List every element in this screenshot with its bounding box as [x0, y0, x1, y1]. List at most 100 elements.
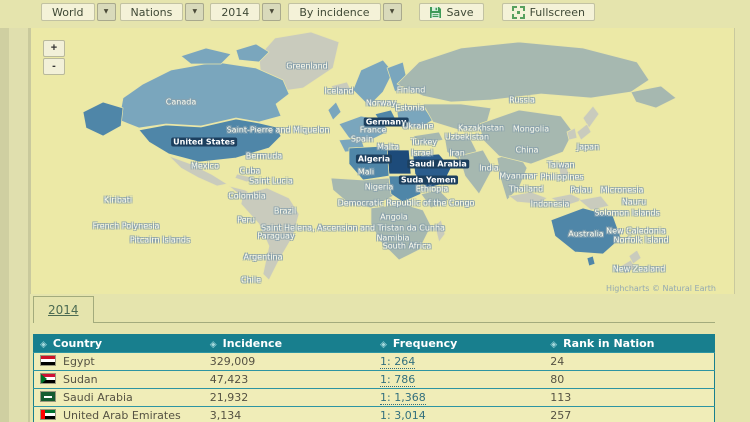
frequency-link[interactable]: 1: 786 [380, 373, 416, 387]
country-name: Saudi Arabia [63, 391, 133, 404]
map-label: Norfolk Island [613, 235, 669, 245]
map-label: Philippines [540, 172, 584, 182]
zoom-out-button[interactable]: - [43, 58, 65, 75]
chevron-down-icon: ▼ [192, 8, 198, 15]
map-label: New Zealand [612, 264, 666, 274]
map-label: Thailand [508, 184, 544, 194]
map-label: Chile [240, 275, 262, 285]
map-label: Finland [396, 85, 426, 95]
save-button[interactable]: Save [418, 3, 484, 21]
level-dropdown-arrow[interactable]: ▼ [185, 3, 205, 21]
map-label: Cuba [239, 166, 261, 176]
chevron-down-icon: ▼ [269, 8, 275, 15]
map-label: Palau [570, 185, 592, 195]
year-dropdown[interactable]: 2014 [210, 3, 261, 21]
incidence-value: 47,423 [203, 370, 374, 389]
map-label: Ukraine [402, 121, 434, 131]
fullscreen-button[interactable]: Fullscreen [501, 3, 595, 21]
map-label: Mali [357, 167, 375, 177]
map-label: Colombia [228, 191, 266, 201]
map-label: Myanmar [499, 171, 537, 181]
tab-2014[interactable]: 2014 [33, 296, 94, 323]
region-dropdown-arrow[interactable]: ▼ [96, 3, 116, 21]
map-label: Democratic Republic of the Congo [337, 198, 475, 208]
country-name: Sudan [63, 373, 98, 386]
map-region-oceania [550, 207, 642, 275]
map-label: Spain [350, 134, 374, 144]
rank-value: 257 [544, 406, 715, 422]
map-label: India [479, 163, 499, 173]
map-label: French Polynesia [92, 221, 160, 231]
table-row: Sudan 47,423 1: 786 80 [33, 370, 715, 389]
zoom-in-button[interactable]: + [43, 40, 65, 57]
region-dropdown[interactable]: World [41, 3, 95, 21]
map-label: Nigeria [364, 182, 394, 192]
level-dropdown[interactable]: Nations [119, 3, 184, 21]
tab-2014-label[interactable]: 2014 [48, 303, 79, 317]
map-label: Sudan [398, 175, 432, 185]
map-label: Mexico [191, 161, 219, 171]
map-attribution: Highcharts © Natural Earth [606, 284, 716, 293]
sort-icon: ◈ [550, 340, 558, 350]
fullscreen-icon [511, 5, 525, 19]
rank-value: 24 [544, 352, 715, 371]
map-label: Japan [576, 142, 600, 152]
map-label: Saint Helena, Ascension and Tristan da C… [261, 223, 445, 233]
chevron-down-icon: ▼ [103, 8, 109, 15]
year-dropdown-arrow[interactable]: ▼ [262, 3, 282, 21]
map-label: Bermuda [245, 151, 283, 161]
map-label: Estonia [395, 103, 425, 113]
sort-icon: ◈ [40, 340, 47, 350]
map-label: Greenland [286, 61, 328, 71]
map-label: Norway [365, 98, 397, 108]
map-label: Saint-Pierre and Miquelon [226, 125, 330, 135]
incidence-table: ◈ Country ◈ Incidence ◈ Frequency ◈ Rank in … [33, 334, 715, 422]
map-label: Malta [376, 142, 400, 152]
frequency-link[interactable]: 1: 3,014 [380, 409, 426, 422]
column-header-rank[interactable]: ◈ Rank in Nation [544, 334, 715, 353]
map-label: Micronesia [600, 185, 644, 195]
map-label: Brazil [273, 206, 297, 216]
map-label: Taiwan [547, 160, 575, 170]
map-label: Nauru [621, 197, 647, 207]
world-map[interactable]: Greenland Iceland Canada Finland Norway Eston… [30, 28, 735, 294]
map-label: Pitcairn Islands [129, 235, 191, 245]
map-label: Peru [237, 215, 255, 225]
toolbar: World ▼ Nations ▼ 2014 ▼ By incidence ▼ … [0, 0, 750, 26]
map-label: Namibia [376, 233, 410, 243]
map-label: Algeria [355, 154, 393, 164]
map-label: Canada [165, 97, 197, 107]
column-header-frequency[interactable]: ◈ Frequency [374, 334, 545, 353]
table-row: United Arab Emirates 3,134 1: 3,014 257 [33, 406, 715, 422]
tab-bar: 2014 [33, 296, 715, 323]
map-label: Saudi Arabia [407, 159, 469, 169]
map-label: Paraguay [257, 231, 295, 241]
map-label: Kiribati [103, 195, 133, 205]
column-header-incidence[interactable]: ◈ Incidence [203, 334, 374, 353]
metric-dropdown[interactable]: By incidence [288, 3, 381, 21]
table-row: Egypt 329,009 1: 264 24 [33, 352, 715, 371]
country-name: Egypt [63, 355, 95, 368]
rank-value: 113 [544, 388, 715, 407]
incidence-value: 21,932 [203, 388, 374, 407]
column-header-label: Frequency [392, 337, 458, 350]
frequency-link[interactable]: 1: 264 [380, 355, 416, 369]
map-label: Kazakhstan [457, 123, 505, 133]
map-region-south-america [240, 187, 300, 281]
metric-dropdown-arrow[interactable]: ▼ [382, 3, 402, 21]
map-label: Israel [411, 148, 433, 158]
column-header-country[interactable]: ◈ Country [33, 334, 204, 353]
map-label: Solomon Islands [594, 208, 660, 218]
sort-icon: ◈ [209, 340, 217, 350]
sort-icon: ◈ [380, 340, 387, 350]
frequency-link[interactable]: 1: 1,368 [380, 391, 426, 405]
column-header-label: Incidence [222, 337, 283, 350]
column-header-label: Country [52, 337, 103, 350]
map-label: Saint Lucia [249, 176, 293, 186]
incidence-value: 3,134 [203, 406, 374, 422]
map-label: Australia [568, 229, 604, 239]
map-label: Russia [509, 95, 535, 105]
map-label: Iran [449, 148, 465, 158]
rank-value: 80 [544, 370, 715, 389]
map-label: Mongolia [512, 124, 550, 134]
